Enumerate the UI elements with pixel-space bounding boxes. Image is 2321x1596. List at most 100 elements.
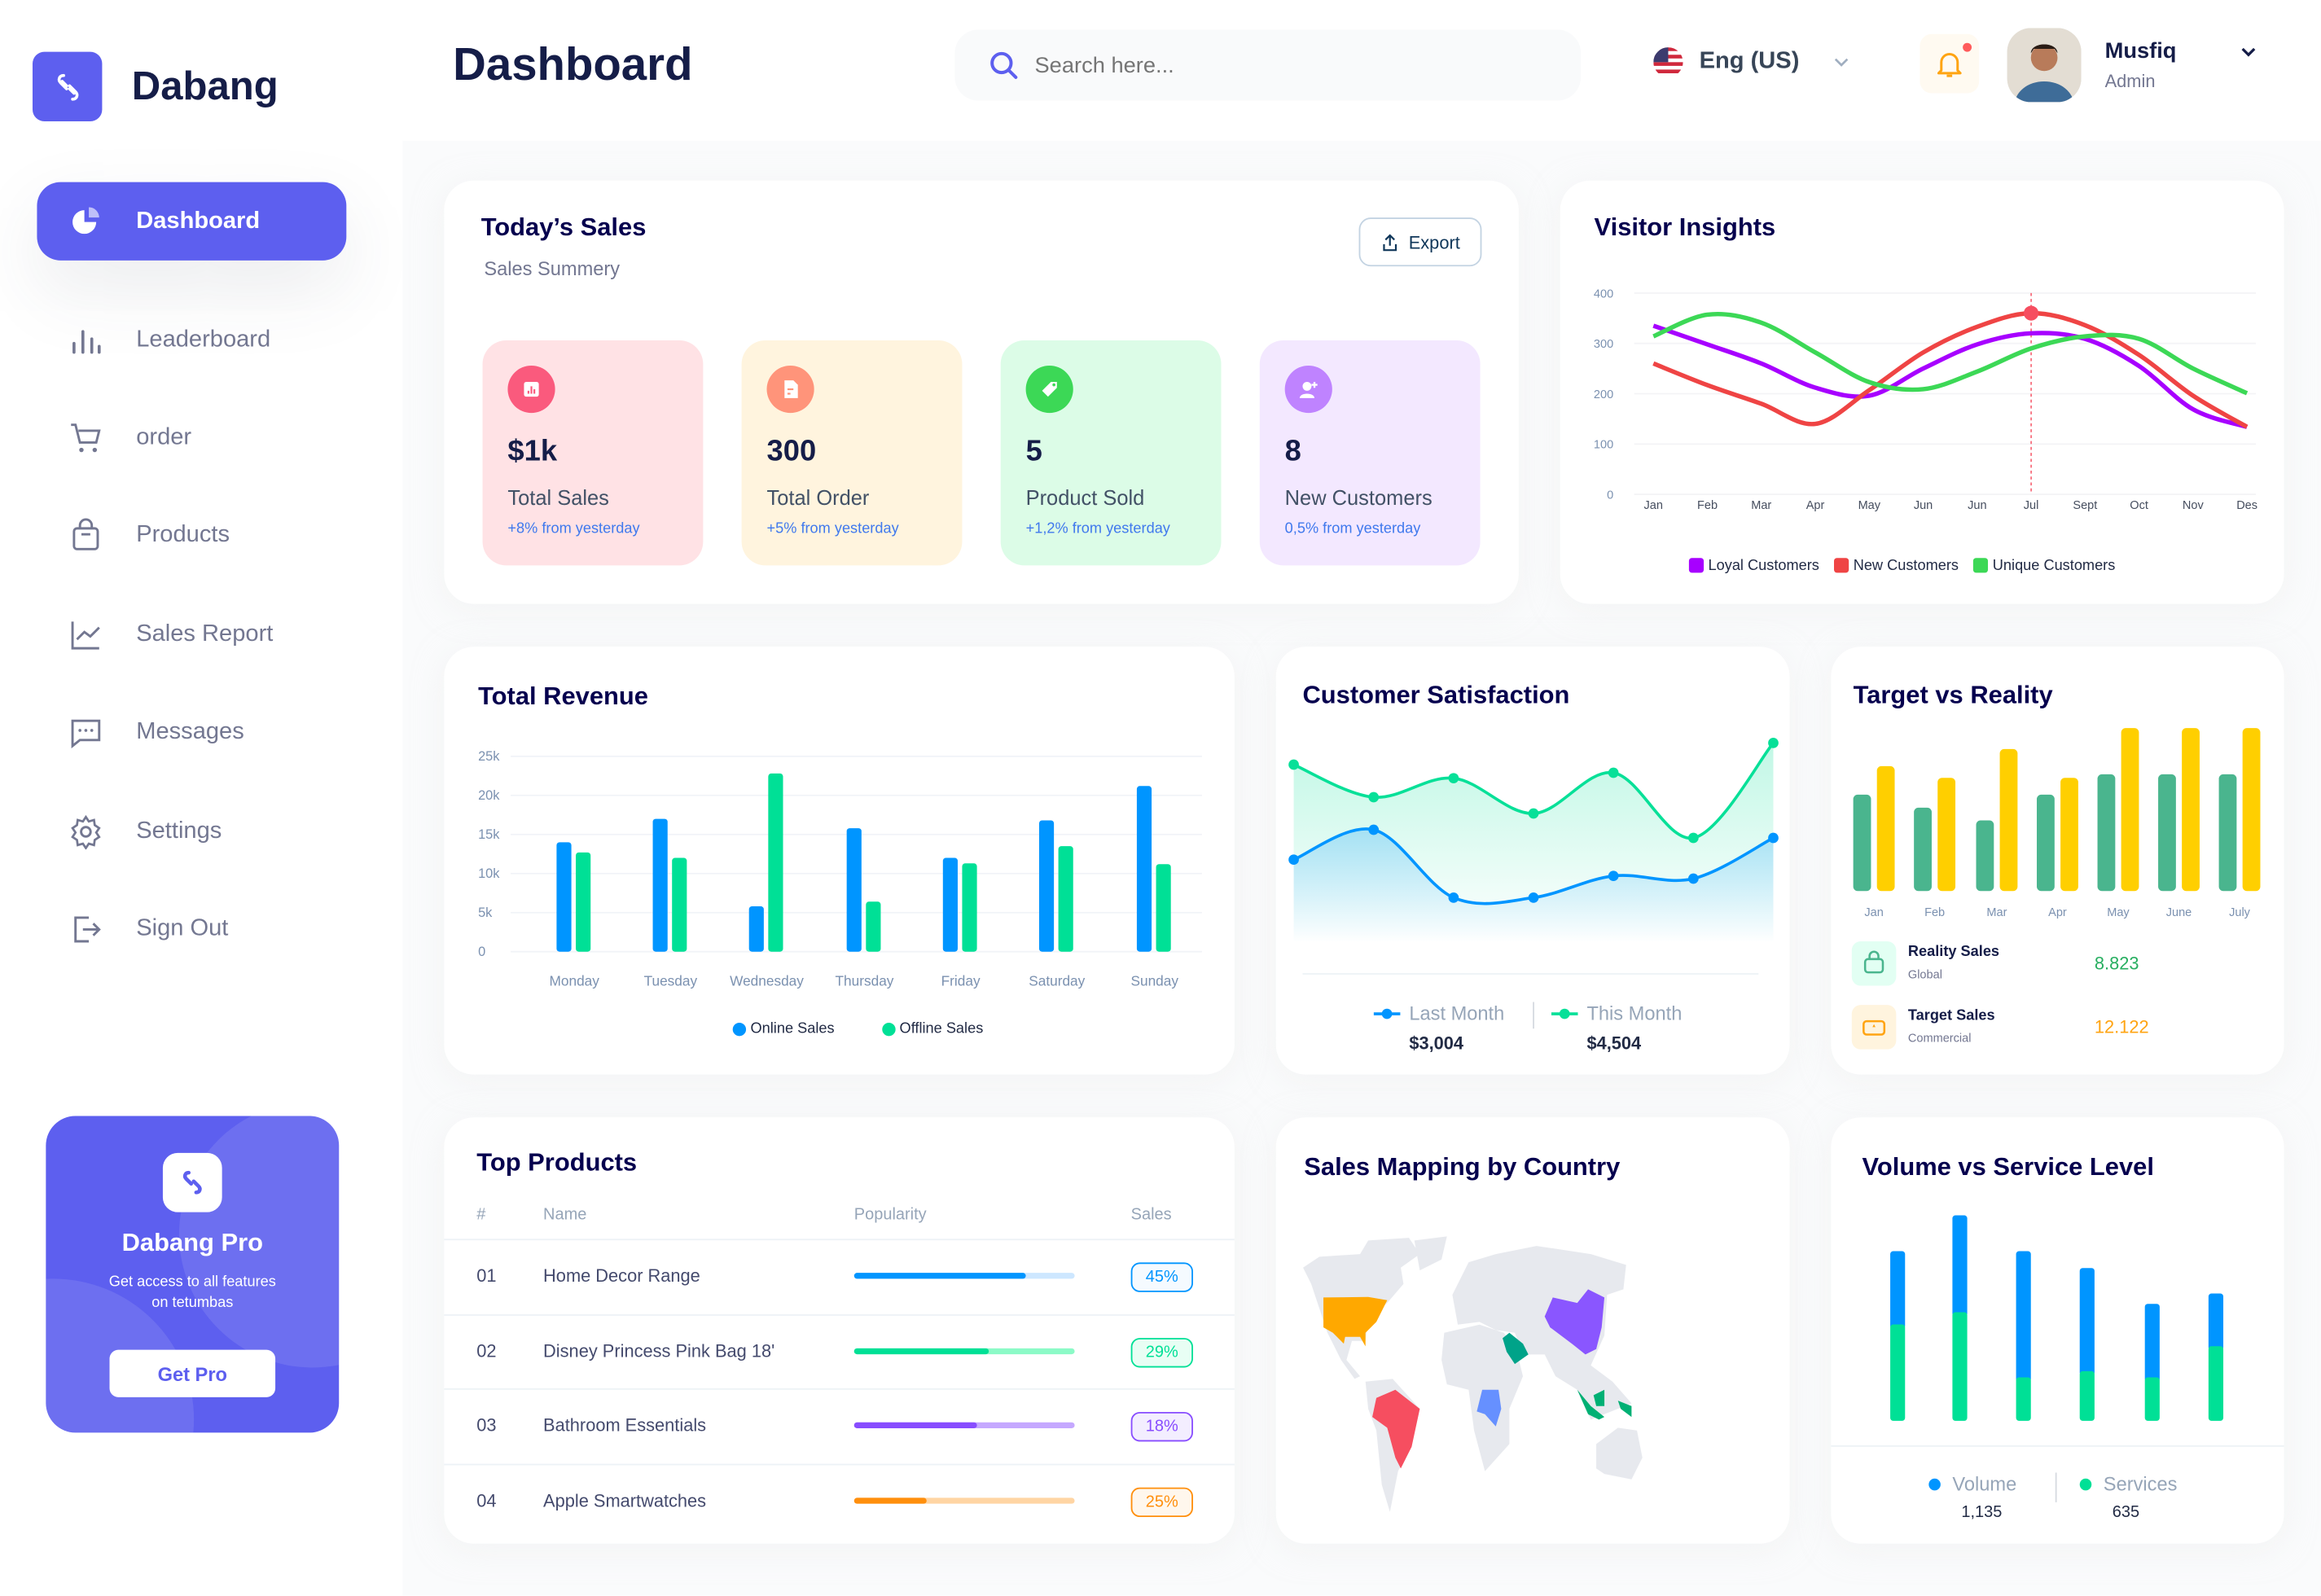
bar-online-sales[interactable]	[748, 906, 764, 952]
bar-volume[interactable]	[1890, 1251, 1906, 1330]
column-header-sales: Sales	[1130, 1206, 1172, 1225]
table-row[interactable]: 01 Home Decor Range 45%	[444, 1239, 1235, 1313]
language-selector[interactable]: Eng (US)	[1653, 47, 1851, 77]
sidebar-item-dashboard[interactable]: Dashboard	[37, 182, 347, 261]
table-row[interactable]: 04 Apple Smartwatches 25%	[444, 1462, 1235, 1537]
y-tick-label: 25k	[478, 749, 500, 764]
bar-volume[interactable]	[2144, 1304, 2160, 1383]
profile-chevron-down-icon[interactable]	[2238, 42, 2258, 62]
bar-offline-sales[interactable]	[672, 857, 687, 952]
bar-services[interactable]	[2208, 1346, 2224, 1421]
legend-label: Volume	[1952, 1472, 2017, 1495]
bar-online-sales[interactable]	[556, 842, 572, 952]
data-point[interactable]	[1288, 854, 1299, 866]
data-point[interactable]	[1768, 737, 1779, 748]
legend-item[interactable]: New Customers	[1834, 558, 1959, 574]
target-vs-reality-chart: Jan Feb Mar Apr May June July	[1853, 728, 2261, 919]
bar-offline-sales[interactable]	[962, 863, 977, 952]
bar-target-sales[interactable]	[2121, 728, 2139, 892]
legend-item[interactable]: Loyal Customers	[1688, 558, 1819, 574]
bar-target-sales[interactable]	[1876, 765, 1895, 892]
sidebar-item-products[interactable]: Products	[37, 496, 346, 574]
data-point[interactable]	[1608, 767, 1619, 778]
column-header-popularity: Popularity	[853, 1206, 927, 1225]
notification-button[interactable]	[1920, 33, 1980, 94]
bar-online-sales[interactable]	[846, 828, 862, 952]
bar-offline-sales[interactable]	[866, 901, 881, 952]
bar-target-sales[interactable]	[2060, 778, 2078, 892]
popularity-bar	[853, 1422, 1075, 1428]
bar-offline-sales[interactable]	[1058, 846, 1073, 952]
data-point[interactable]	[1528, 808, 1539, 819]
data-point[interactable]	[1448, 773, 1459, 784]
bar-volume[interactable]	[2016, 1251, 2031, 1383]
bar-online-sales[interactable]	[652, 818, 668, 952]
data-point[interactable]	[1368, 791, 1380, 803]
bar-reality-sales[interactable]	[2037, 794, 2055, 892]
sidebar-item-sign-out[interactable]: Sign Out	[37, 889, 346, 967]
sidebar-item-label: Products	[136, 521, 230, 547]
bar-offline-sales[interactable]	[1156, 864, 1171, 952]
data-point[interactable]	[1448, 892, 1459, 903]
legend-item[interactable]: Services 635	[2079, 1473, 2177, 1521]
data-point[interactable]	[1768, 832, 1779, 844]
table-row[interactable]: 02 Disney Princess Pink Bag 18' 29%	[444, 1313, 1235, 1388]
bar-reality-sales[interactable]	[2218, 774, 2237, 892]
volume-service-title: Volume vs Service Level	[1862, 1152, 2154, 1182]
data-point[interactable]	[1687, 832, 1699, 844]
bar-reality-sales[interactable]	[2097, 774, 2116, 892]
sidebar-item-messages[interactable]: Messages	[37, 693, 346, 771]
sidebar-item-label: Sales Report	[136, 620, 274, 647]
legend-item[interactable]: Offline Sales	[881, 1021, 983, 1037]
data-point[interactable]	[1368, 824, 1380, 835]
search-input[interactable]	[1034, 52, 1524, 78]
data-point[interactable]	[1528, 892, 1539, 903]
bar-volume[interactable]	[2079, 1268, 2095, 1376]
data-point[interactable]	[1687, 873, 1699, 884]
highlight-point[interactable]	[2023, 305, 2039, 321]
bar-target-sales[interactable]	[1937, 778, 1956, 892]
bar-target-sales[interactable]	[2242, 728, 2261, 892]
bar-reality-sales[interactable]	[2158, 774, 2176, 892]
table-row[interactable]: 03 Bathroom Essentials 18%	[444, 1388, 1235, 1462]
legend-item[interactable]: Online Sales	[732, 1021, 835, 1037]
bar-reality-sales[interactable]	[1914, 807, 1932, 892]
legend-item[interactable]: Unique Customers	[1973, 558, 2115, 574]
bar-target-sales[interactable]	[1999, 748, 2018, 892]
search-bar[interactable]	[954, 29, 1582, 101]
bar-volume[interactable]	[2208, 1293, 2224, 1351]
bar-volume[interactable]	[1952, 1215, 1968, 1318]
y-tick-label: 5k	[478, 905, 493, 920]
bar-online-sales[interactable]	[1136, 786, 1152, 952]
bar-services[interactable]	[1890, 1324, 1906, 1421]
legend-item[interactable]: This Month $4,504	[1551, 1002, 1682, 1054]
sidebar-item-sales-report[interactable]: Sales Report	[37, 595, 346, 673]
stat-change: +1,2% from yesterday	[1025, 520, 1170, 537]
bar-services[interactable]	[2079, 1370, 2095, 1421]
bar-target-sales[interactable]	[2182, 728, 2200, 892]
bar-offline-sales[interactable]	[576, 852, 591, 952]
brand-logo-icon[interactable]	[32, 51, 103, 122]
sidebar-item-settings[interactable]: Settings	[37, 791, 346, 870]
export-button[interactable]: Export	[1358, 217, 1482, 267]
legend-item[interactable]: Last Month $3,004	[1373, 1002, 1504, 1054]
data-point[interactable]	[1288, 759, 1299, 770]
bar-services[interactable]	[2144, 1377, 2160, 1421]
total-revenue-chart: 0 5k 10k 15k 20k 25k Monday Tuesday Wednesday Thu…	[478, 749, 1202, 989]
bar-offline-sales[interactable]	[768, 773, 783, 952]
bar-reality-sales[interactable]	[1853, 794, 1871, 892]
x-tick-label: Jan	[1644, 499, 1663, 512]
get-pro-button[interactable]: Get Pro	[109, 1349, 276, 1397]
x-tick-label: Jul	[2024, 499, 2039, 512]
bar-services[interactable]	[1952, 1312, 1968, 1421]
bar-online-sales[interactable]	[942, 857, 958, 952]
sidebar-item-order[interactable]: order	[37, 398, 346, 476]
bar-services[interactable]	[2016, 1377, 2031, 1421]
data-point[interactable]	[1608, 870, 1619, 882]
bar-reality-sales[interactable]	[1976, 820, 1994, 892]
avatar[interactable]	[2007, 28, 2082, 103]
legend-line-icon	[1373, 1007, 1401, 1019]
legend-item[interactable]: Volume 1,135	[1928, 1472, 2017, 1521]
sidebar-item-leaderboard[interactable]: Leaderboard	[37, 300, 346, 379]
bar-online-sales[interactable]	[1038, 820, 1055, 952]
